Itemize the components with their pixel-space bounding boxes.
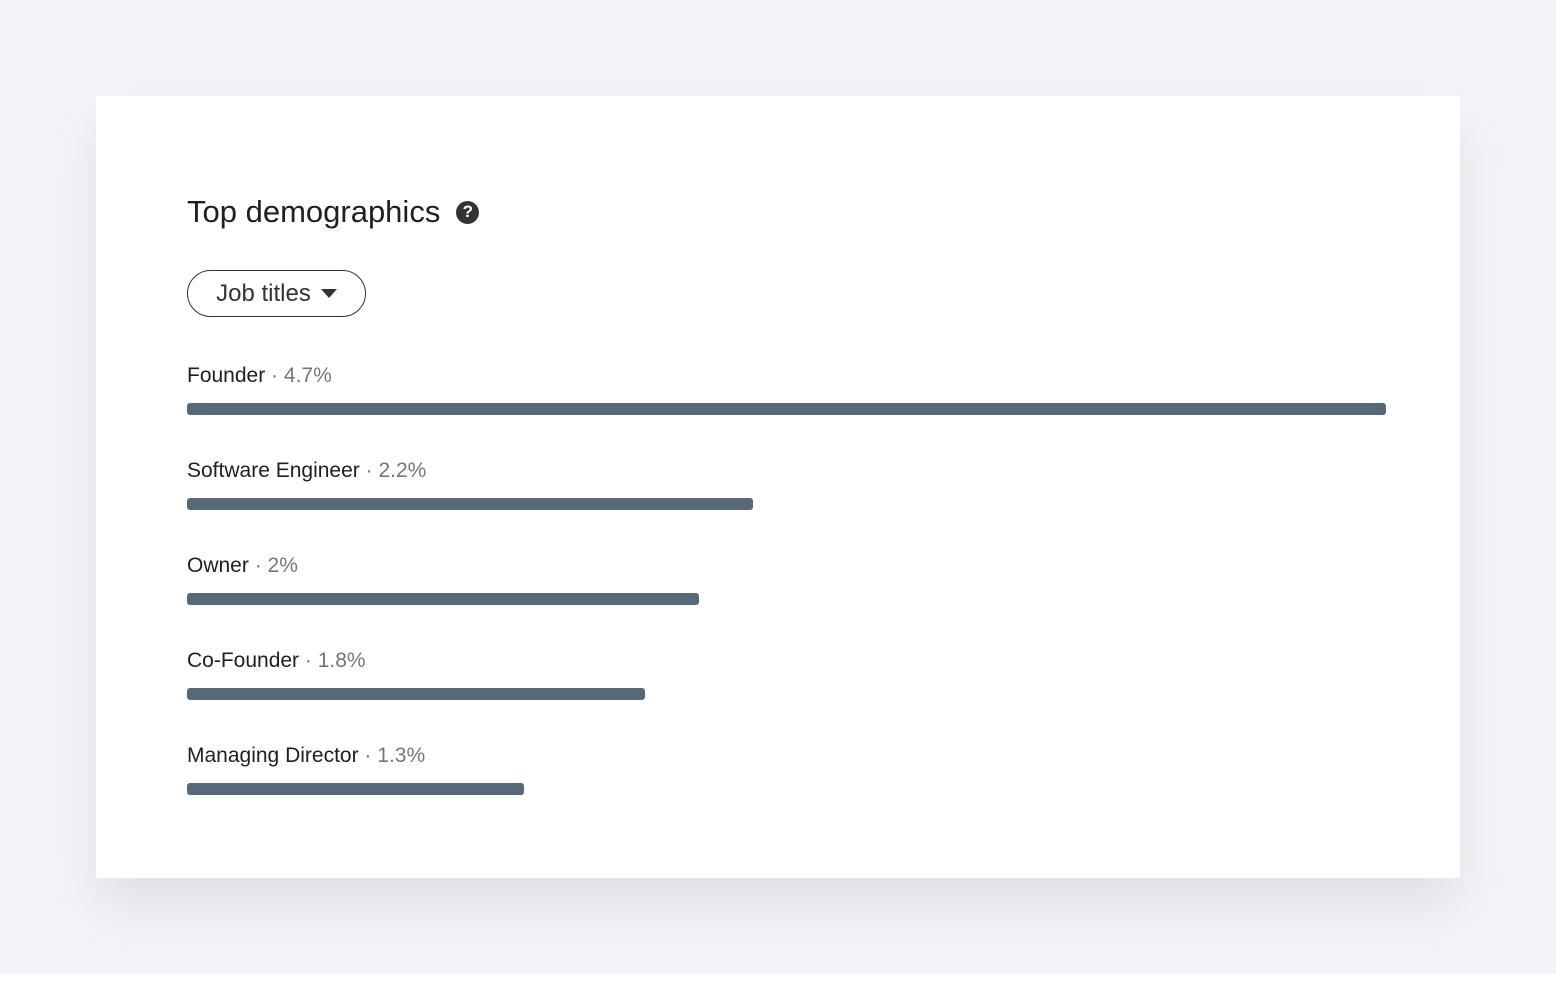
bar	[187, 783, 524, 795]
category-label: Founder	[187, 364, 266, 387]
bottom-strip	[0, 974, 1556, 986]
bar	[187, 403, 1386, 415]
question-circle-icon[interactable]: ?	[456, 200, 480, 224]
caret-down-icon	[320, 289, 337, 298]
bar	[187, 593, 699, 605]
bar-label: Founder · 4.7%	[187, 364, 332, 387]
bar-row: Owner · 2%	[187, 551, 699, 605]
bar-label: Owner · 2%	[187, 554, 298, 577]
bar-label: Managing Director · 1.3%	[187, 744, 426, 767]
card-header: Top demographics ?	[187, 194, 480, 230]
value-label: 1.8%	[317, 649, 366, 672]
bar-row: Managing Director · 1.3%	[187, 741, 524, 795]
value-label: 2%	[267, 554, 298, 577]
value-label: 1.3%	[377, 744, 426, 767]
category-label: Managing Director	[187, 744, 359, 767]
page-title: Top demographics	[187, 194, 441, 229]
bar-row: Co-Founder · 1.8%	[187, 646, 645, 700]
demographics-card: Top demographics ? Job titles Founder · …	[96, 96, 1460, 878]
value-label: 2.2%	[378, 459, 427, 482]
bar	[187, 688, 645, 700]
category-label: Owner	[187, 554, 249, 577]
dropdown-label: Job titles	[216, 279, 311, 307]
bar	[187, 498, 753, 510]
category-label: Software Engineer	[187, 459, 360, 482]
demographic-type-dropdown[interactable]: Job titles	[187, 270, 366, 317]
bar-row: Software Engineer · 2.2%	[187, 456, 753, 510]
bar-label: Software Engineer · 2.2%	[187, 459, 427, 482]
bar-label: Co-Founder · 1.8%	[187, 649, 366, 672]
bar-row: Founder · 4.7%	[187, 361, 1386, 415]
value-label: 4.7%	[283, 364, 332, 387]
category-label: Co-Founder	[187, 649, 300, 672]
